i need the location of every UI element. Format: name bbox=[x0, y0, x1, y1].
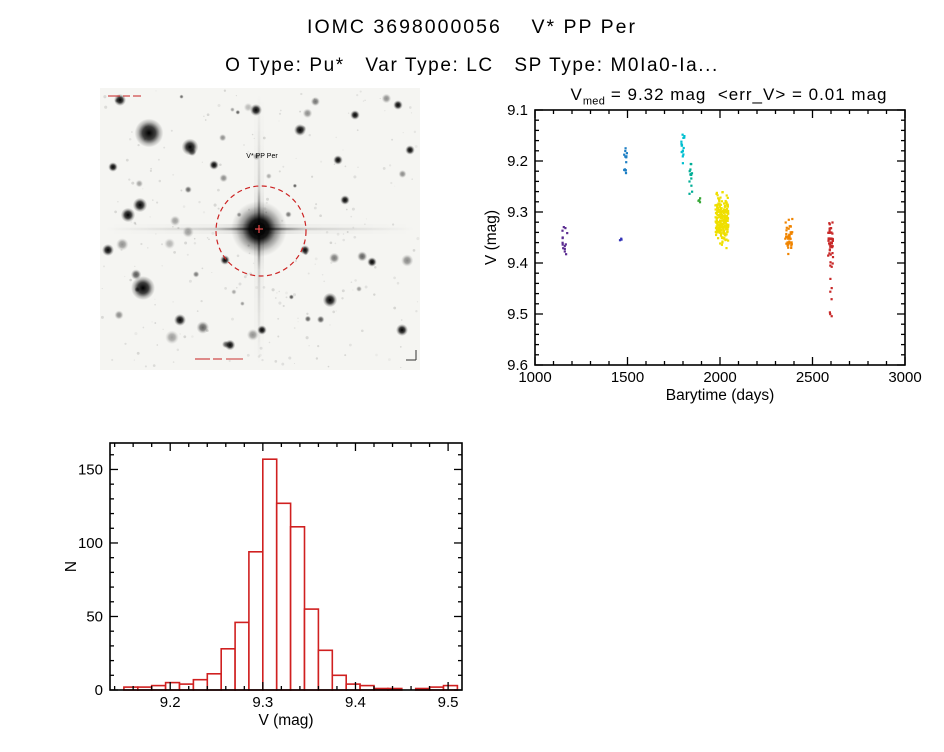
page-title: IOMC 3698000056 V* PP Per bbox=[307, 16, 637, 38]
svg-text:1000: 1000 bbox=[518, 369, 551, 386]
svg-text:2500: 2500 bbox=[796, 369, 829, 386]
svg-text:V (mag): V (mag) bbox=[483, 210, 500, 265]
svg-text:150: 150 bbox=[78, 461, 103, 478]
lightcurve-title: Vmed = 9.32 mag <err_V> = 0.01 mag bbox=[514, 85, 944, 107]
svg-text:9.4: 9.4 bbox=[507, 255, 528, 272]
lightcurve-cluster bbox=[784, 217, 794, 256]
svg-text:9.4: 9.4 bbox=[345, 694, 366, 711]
svg-text:9.2: 9.2 bbox=[507, 153, 528, 170]
histogram-plot: 9.2 9.3 9.4 9.5 0 50 100 150 V (mag) N bbox=[63, 442, 463, 729]
svg-text:9.3: 9.3 bbox=[252, 694, 273, 711]
svg-text:100: 100 bbox=[78, 535, 103, 552]
corner-annotation-marks bbox=[108, 95, 243, 360]
field-stars bbox=[102, 94, 415, 351]
lightcurve-cluster bbox=[618, 237, 623, 242]
histogram-bars bbox=[123, 458, 459, 691]
finding-chart-object-label: V* PP Per bbox=[246, 153, 278, 160]
lightcurve-cluster bbox=[623, 147, 628, 175]
svg-text:9.5: 9.5 bbox=[438, 694, 459, 711]
svg-text:V (mag): V (mag) bbox=[258, 712, 313, 729]
lightcurve-cluster bbox=[828, 277, 833, 318]
lightcurve-cluster bbox=[714, 191, 730, 250]
lightcurve-title-rest: = 9.32 mag <err_V> = 0.01 mag bbox=[605, 85, 888, 104]
svg-text:50: 50 bbox=[86, 608, 103, 625]
lightcurve-cluster bbox=[697, 197, 702, 204]
svg-text:9.2: 9.2 bbox=[160, 694, 181, 711]
svg-text:0: 0 bbox=[95, 682, 103, 699]
lightcurve-cluster bbox=[561, 226, 569, 256]
lightcurve-title-subscript: med bbox=[582, 95, 606, 108]
lightcurve-cluster bbox=[680, 133, 686, 165]
svg-text:9.3: 9.3 bbox=[507, 204, 528, 221]
finding-chart-image: V* PP Per bbox=[100, 88, 420, 370]
svg-text:Barytime (days): Barytime (days) bbox=[666, 387, 775, 404]
lightcurve-cluster bbox=[688, 162, 694, 195]
svg-text:9.5: 9.5 bbox=[507, 306, 528, 323]
lightcurve-title-base: V bbox=[570, 85, 583, 104]
target-crosshair-marker bbox=[255, 225, 263, 233]
svg-text:N: N bbox=[63, 561, 80, 572]
lightcurve-cluster bbox=[827, 221, 835, 268]
svg-text:3000: 3000 bbox=[888, 369, 921, 386]
svg-text:9.1: 9.1 bbox=[507, 102, 528, 119]
svg-text:1500: 1500 bbox=[611, 369, 644, 386]
lightcurve-panel: Vmed = 9.32 mag <err_V> = 0.01 mag 1000 1… bbox=[478, 84, 944, 420]
lightcurve-plot: 1000 1500 2000 2500 3000 9.1 9.2 9.3 9.4 9.5 9.6 Ba… bbox=[483, 102, 922, 404]
histogram-panel: 9.2 9.3 9.4 9.5 0 50 100 150 V (mag) N bbox=[58, 428, 482, 747]
scale-corner-bracket bbox=[406, 350, 417, 361]
page-subtitle: O Type: Pu* Var Type: LC SP Type: M0Ia0-… bbox=[225, 55, 719, 76]
photometry-aperture-circle bbox=[215, 185, 307, 277]
svg-text:2000: 2000 bbox=[703, 369, 736, 386]
finding-chart-panel: V* PP Per bbox=[100, 88, 420, 370]
svg-text:9.6: 9.6 bbox=[507, 357, 528, 374]
